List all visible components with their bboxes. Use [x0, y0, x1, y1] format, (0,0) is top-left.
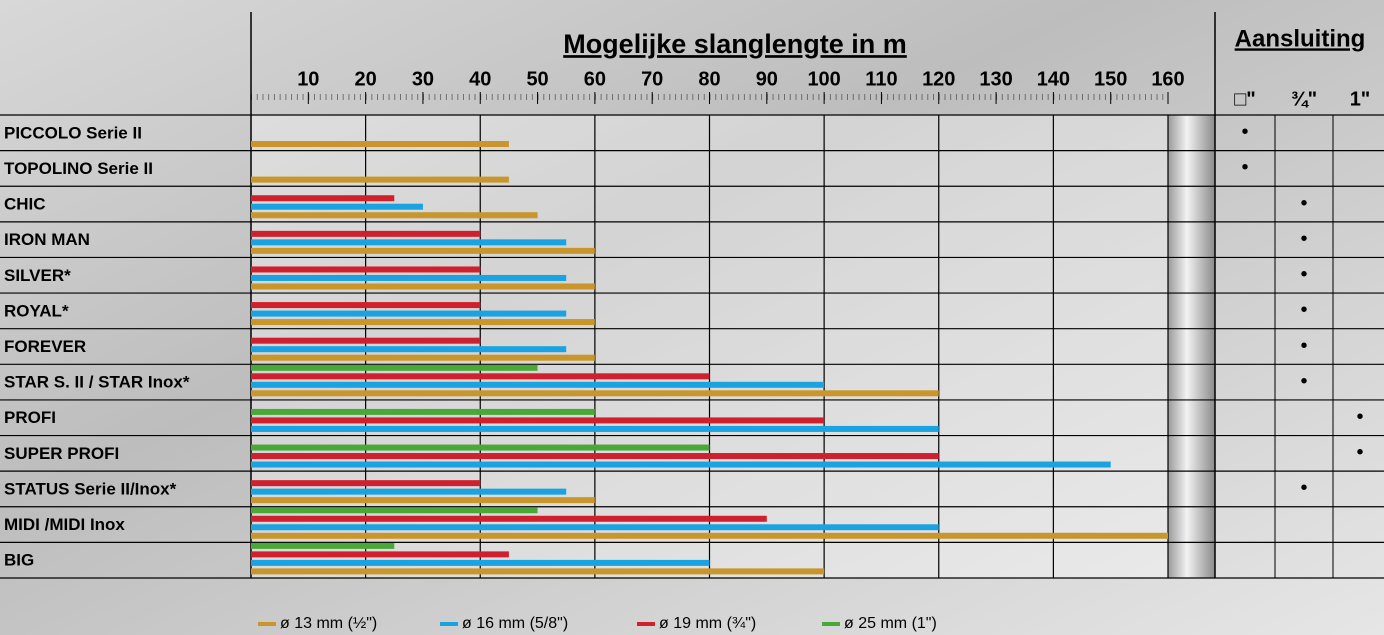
bar — [251, 543, 394, 549]
category-label: SUPER PROFI — [4, 444, 119, 463]
category-label: CHIC — [4, 195, 46, 214]
bar — [251, 346, 566, 352]
x-tick-label: 120 — [922, 68, 955, 90]
x-tick-label: 10 — [297, 68, 319, 90]
x-tick-label: 140 — [1037, 68, 1070, 90]
bar — [251, 177, 509, 183]
divider-strip — [1168, 115, 1215, 578]
bar — [251, 524, 939, 530]
bar — [251, 212, 538, 218]
bar — [251, 516, 767, 522]
column-header: ¾" — [1291, 88, 1317, 110]
bar — [251, 204, 423, 210]
chart: Mogelijke slanglengte in m Aansluiting 1… — [0, 0, 1384, 635]
connection-dot: • — [1300, 335, 1307, 357]
bar — [251, 283, 595, 289]
bar — [251, 266, 480, 272]
legend-swatch — [637, 622, 655, 626]
bar — [251, 365, 538, 371]
bar — [251, 338, 480, 344]
connection-dot: • — [1300, 370, 1307, 392]
bar — [251, 417, 824, 423]
x-tick-label: 40 — [469, 68, 491, 90]
category-label: IRON MAN — [4, 230, 90, 249]
bar — [251, 141, 509, 147]
category-label: PROFI — [4, 408, 56, 427]
bar — [251, 373, 710, 379]
bar — [251, 248, 595, 254]
bar — [251, 489, 566, 495]
bar — [251, 533, 1168, 539]
bar — [251, 560, 710, 566]
chart-title: Mogelijke slanglengte in m — [563, 29, 907, 59]
category-label: ROYAL* — [4, 301, 69, 320]
connection-dot: • — [1300, 299, 1307, 321]
category-label: STATUS Serie II/Inox* — [4, 479, 177, 498]
x-tick-label: 100 — [807, 68, 840, 90]
bar — [251, 302, 480, 308]
bar — [251, 319, 595, 325]
connection-dot: • — [1300, 192, 1307, 214]
bar — [251, 311, 566, 317]
bar — [251, 497, 595, 503]
x-tick-label: 50 — [526, 68, 548, 90]
table-title: Aansluiting — [1235, 25, 1366, 52]
x-tick-label: 130 — [979, 68, 1012, 90]
connection-dot: • — [1241, 121, 1248, 143]
x-tick-label: 80 — [698, 68, 720, 90]
x-tick-label: 60 — [584, 68, 606, 90]
connection-dot: • — [1300, 477, 1307, 499]
category-label: BIG — [4, 551, 34, 570]
bar — [251, 453, 939, 459]
x-tick-label: 160 — [1151, 68, 1184, 90]
column-header: 1" — [1350, 88, 1371, 110]
connection-dot: • — [1300, 228, 1307, 250]
bar — [251, 445, 710, 451]
connection-dot: • — [1356, 442, 1363, 464]
legend-label: ø 16 mm (5/8") — [462, 615, 568, 632]
category-label: FOREVER — [4, 337, 86, 356]
category-label: SILVER* — [4, 266, 71, 285]
bar — [251, 231, 480, 237]
bar — [251, 426, 939, 432]
bar — [251, 382, 824, 388]
bar — [251, 568, 824, 574]
category-label: TOPOLINO Serie II — [4, 159, 153, 178]
bar — [251, 355, 595, 361]
bar — [251, 239, 566, 245]
bar — [251, 551, 509, 557]
legend-label: ø 25 mm (1") — [844, 615, 937, 632]
bar — [251, 390, 939, 396]
bar — [251, 275, 566, 281]
category-label: PICCOLO Serie II — [4, 123, 142, 142]
connection-dot: • — [1300, 264, 1307, 286]
legend-label: ø 19 mm (¾") — [659, 615, 756, 632]
x-tick-label: 70 — [641, 68, 663, 90]
x-tick-label: 20 — [355, 68, 377, 90]
connection-dot: • — [1241, 157, 1248, 179]
bar — [251, 462, 1111, 468]
x-tick-label: 150 — [1094, 68, 1127, 90]
legend-label: ø 13 mm (½") — [280, 615, 377, 632]
bar — [251, 480, 480, 486]
x-tick-label: 90 — [756, 68, 778, 90]
category-label: STAR S. II / STAR Inox* — [4, 373, 190, 392]
connection-dot: • — [1356, 406, 1363, 428]
x-tick-label: 110 — [865, 68, 897, 90]
legend-swatch — [258, 622, 276, 626]
bar — [251, 507, 538, 513]
legend-swatch — [822, 622, 840, 626]
category-label: MIDI /MIDI Inox — [4, 515, 125, 534]
bar — [251, 195, 394, 201]
x-tick-label: 30 — [412, 68, 434, 90]
column-header: □" — [1234, 88, 1256, 110]
bar — [251, 409, 595, 415]
legend-swatch — [440, 622, 458, 626]
